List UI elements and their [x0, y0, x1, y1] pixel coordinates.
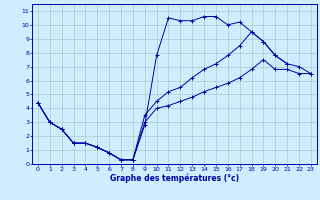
X-axis label: Graphe des températures (°c): Graphe des températures (°c): [110, 173, 239, 183]
